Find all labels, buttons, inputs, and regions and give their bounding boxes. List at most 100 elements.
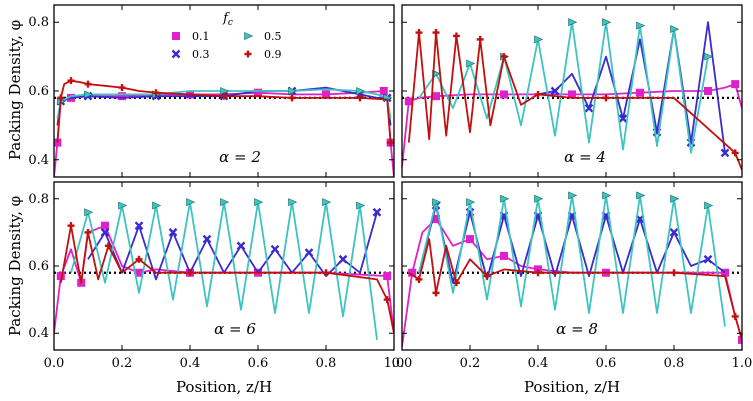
data-point-0.1 bbox=[500, 251, 508, 260]
x-tick-label: 1.0 bbox=[384, 356, 405, 371]
data-point-0.9 bbox=[534, 269, 542, 277]
data-point-0.9 bbox=[534, 90, 542, 98]
data-point-0.5 bbox=[636, 191, 646, 200]
data-point-0.5 bbox=[356, 87, 366, 95]
legend-label: 0.5 bbox=[264, 30, 282, 43]
y-tick-label: 0.4 bbox=[28, 153, 49, 168]
data-point-0.5 bbox=[356, 201, 366, 210]
data-point-0.5 bbox=[466, 59, 476, 68]
data-point-0.5 bbox=[84, 90, 94, 99]
data-point-0.3 bbox=[584, 103, 594, 113]
panel-alpha-8: α = 8 0.0 0.2 0.4 0.6 0.8 1.0 bbox=[392, 181, 752, 371]
x-axis-title-left: Position, z/H bbox=[176, 378, 272, 396]
series-0.3 bbox=[537, 21, 730, 158]
series-0.5 bbox=[70, 198, 378, 341]
series-line-0.1 bbox=[402, 218, 742, 347]
data-point-0.9 bbox=[476, 35, 484, 43]
data-point-0.9 bbox=[104, 242, 112, 250]
y-tick-label: 0.8 bbox=[28, 15, 49, 30]
legend-item-0.5: 0.5 bbox=[244, 30, 282, 43]
data-point-0.5 bbox=[534, 194, 544, 203]
data-point-0.3 bbox=[100, 228, 110, 237]
data-point-0.1 bbox=[704, 87, 712, 95]
data-point-0.1 bbox=[466, 235, 474, 244]
data-point-0.9 bbox=[322, 269, 330, 277]
series-0.9 bbox=[56, 77, 394, 147]
data-point-0.9 bbox=[57, 94, 65, 102]
data-point-0.9 bbox=[135, 255, 143, 263]
data-point-0.5 bbox=[288, 198, 298, 207]
data-point-0.5 bbox=[602, 18, 612, 27]
data-point-0.1 bbox=[383, 272, 392, 281]
series-0.9 bbox=[59, 222, 394, 334]
data-point-0.1 bbox=[404, 97, 413, 106]
data-point-0.9 bbox=[220, 92, 228, 100]
panel-plot-area bbox=[54, 198, 394, 341]
panel-plot-area bbox=[402, 191, 742, 347]
data-point-0.1 bbox=[731, 80, 740, 89]
data-point-0.5 bbox=[500, 194, 510, 203]
data-point-0.1 bbox=[101, 221, 109, 230]
data-point-0.3 bbox=[304, 248, 314, 257]
data-point-0.5 bbox=[322, 198, 332, 207]
x-tick-label: 0.0 bbox=[392, 356, 413, 371]
data-point-0.5 bbox=[254, 198, 264, 207]
data-point-0.5 bbox=[432, 198, 442, 207]
data-point-0.5 bbox=[670, 194, 680, 203]
data-point-0.9 bbox=[602, 94, 610, 102]
legend-item-0.3: 0.3 bbox=[171, 48, 210, 61]
series-0.5 bbox=[418, 18, 714, 154]
data-point-0.3 bbox=[202, 234, 212, 244]
legend-marker bbox=[244, 32, 254, 40]
panel-alpha-2: α = 2 0.4 0.6 0.8 bbox=[28, 4, 395, 178]
alpha-label: α = 4 bbox=[564, 148, 606, 166]
data-point-0.1 bbox=[432, 92, 440, 101]
series-line-0.9 bbox=[59, 224, 394, 334]
series-0.3 bbox=[418, 201, 726, 284]
data-point-0.3 bbox=[168, 228, 178, 237]
data-point-0.5 bbox=[288, 87, 298, 95]
data-point-0.9 bbox=[84, 80, 92, 88]
data-point-0.9 bbox=[432, 289, 440, 297]
data-point-0.1 bbox=[636, 88, 644, 97]
legend-marker bbox=[172, 32, 180, 40]
series-line-0.9 bbox=[407, 31, 742, 171]
data-point-0.9 bbox=[452, 32, 460, 40]
data-point-0.5 bbox=[568, 191, 578, 200]
x-tick-label: 0.4 bbox=[180, 356, 201, 371]
data-point-0.9 bbox=[186, 269, 194, 277]
data-point-0.1 bbox=[118, 92, 126, 101]
data-point-0.9 bbox=[356, 94, 364, 102]
series-line-0.3 bbox=[537, 21, 726, 154]
data-point-0.9 bbox=[387, 139, 394, 147]
data-point-0.3 bbox=[720, 148, 730, 158]
alpha-label: α = 6 bbox=[214, 320, 256, 338]
data-point-0.5 bbox=[152, 201, 162, 210]
data-point-0.3 bbox=[669, 228, 679, 237]
legend-marker bbox=[244, 50, 252, 58]
data-point-0.3 bbox=[703, 254, 713, 264]
panel-alpha-6: α = 6 0.0 0.2 0.4 0.6 0.8 1.0 0.4 0.6 0.8 bbox=[28, 181, 405, 371]
legend-item-0.1: 0.1 bbox=[172, 30, 210, 43]
data-point-0.5 bbox=[220, 198, 230, 207]
x-tick-label: 0.8 bbox=[664, 356, 685, 371]
panel-plot-area bbox=[54, 77, 394, 177]
data-point-0.9 bbox=[670, 269, 678, 277]
data-point-0.3 bbox=[372, 207, 382, 217]
data-point-0.9 bbox=[118, 84, 126, 92]
data-point-0.5 bbox=[636, 21, 646, 30]
data-point-0.5 bbox=[568, 18, 578, 27]
data-point-0.5 bbox=[466, 198, 476, 207]
x-axis-title-right: Position, z/H bbox=[524, 378, 620, 396]
x-tick-label: 0.4 bbox=[528, 356, 549, 371]
data-point-0.5 bbox=[670, 25, 680, 34]
data-point-0.1 bbox=[135, 268, 143, 277]
y-tick-label: 0.4 bbox=[28, 326, 49, 341]
series-0.5 bbox=[56, 87, 393, 119]
legend-label: 0.1 bbox=[192, 30, 210, 43]
legend: fc 0.1 0.5 0.3 0.9 bbox=[171, 11, 282, 61]
data-point-0.5 bbox=[704, 52, 714, 61]
y-tick-label: 0.6 bbox=[28, 259, 49, 274]
y-axis-title-top: Packing Density, φ bbox=[6, 20, 24, 160]
x-tick-label: 0.2 bbox=[112, 356, 133, 371]
